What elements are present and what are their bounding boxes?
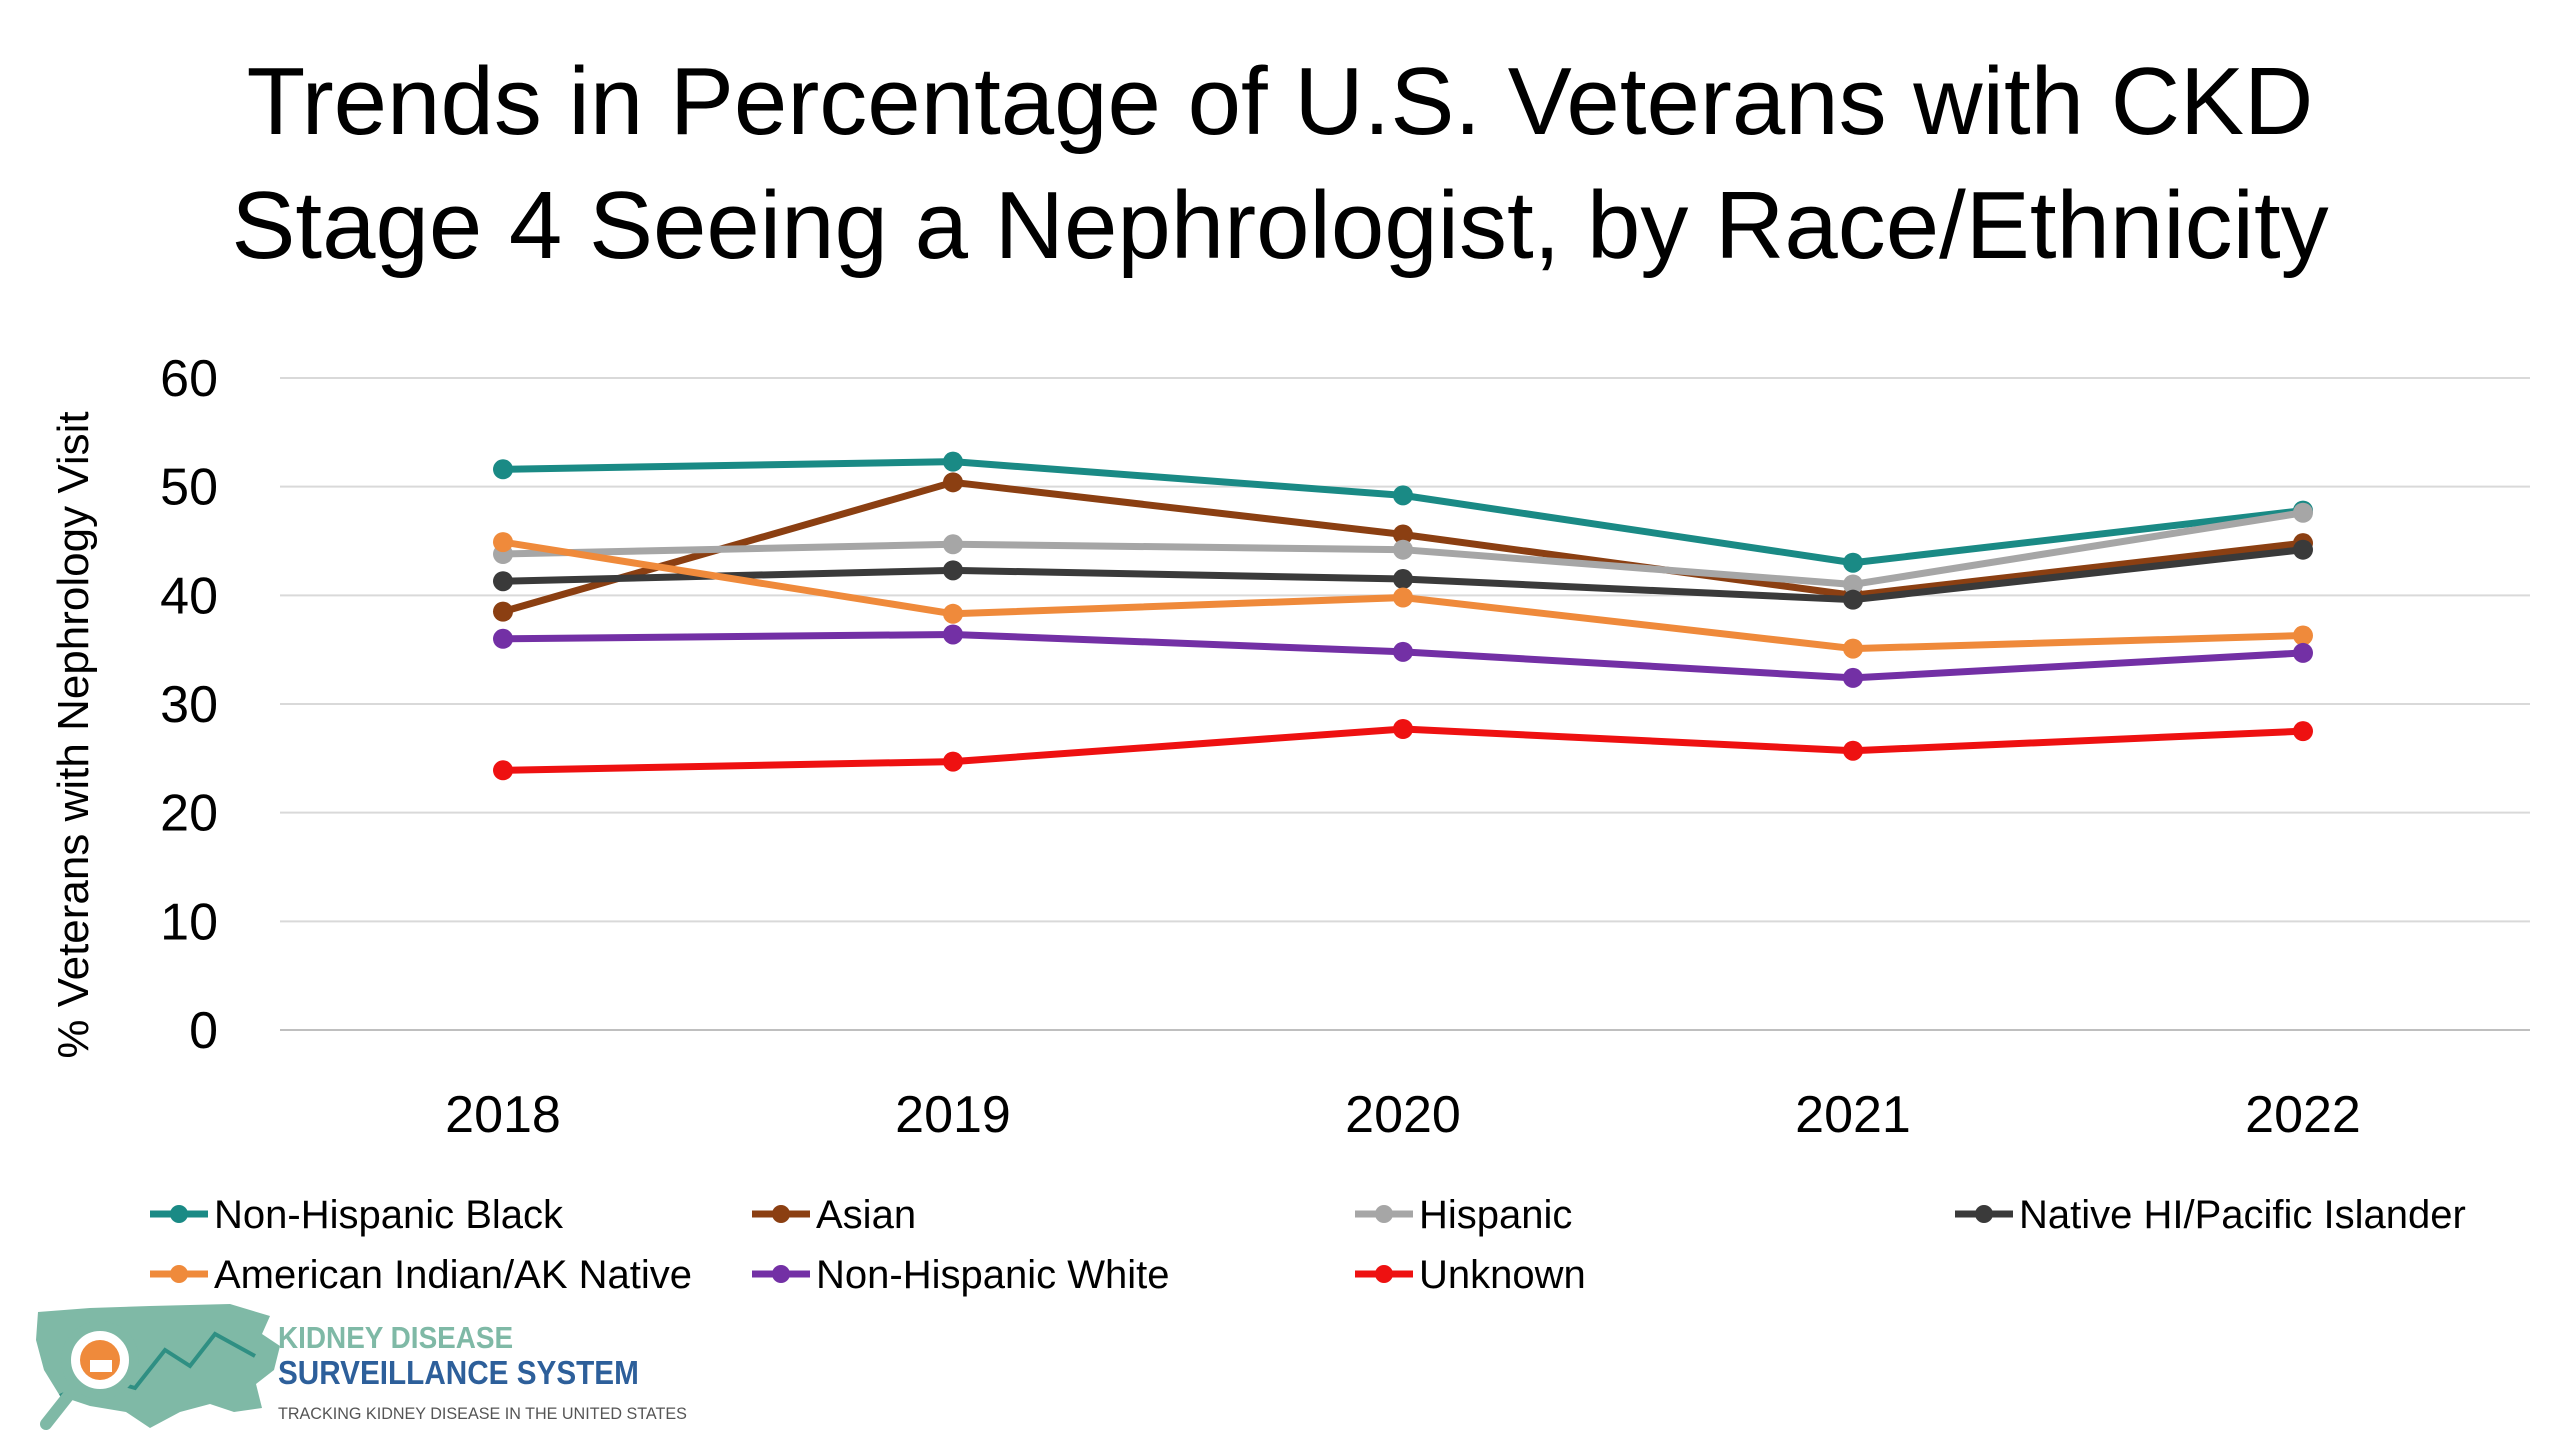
kdss-logo: KIDNEY DISEASE SURVEILLANCE SYSTEM TRACK… [30,1300,730,1440]
x-tick-label: 2021 [1795,1086,1911,1144]
y-tick-label: 40 [160,567,218,625]
data-point [1393,718,1413,739]
legend-item: Native HI/Pacific Islander [1955,1193,2466,1237]
series-native-hi-pacific-islander [493,539,2313,610]
y-tick-label: 50 [160,459,218,517]
kdss-logo-graphic [36,1304,280,1430]
y-axis-ticks: 0 10 20 30 40 50 60 [160,350,218,1060]
data-point [2293,539,2313,560]
chart-title-line-1: Trends in Percentage of U.S. Veterans wi… [246,48,2314,155]
logo-line-1: KIDNEY DISEASE [278,1320,514,1355]
logo-line-2: SURVEILLANCE SYSTEM [278,1354,639,1391]
data-point [1843,740,1863,761]
data-point [1843,574,1863,595]
data-point [1393,641,1413,662]
y-tick-label: 60 [160,350,218,408]
data-point [1843,552,1863,573]
x-tick-label: 2018 [445,1086,561,1144]
logo-tagline: TRACKING KIDNEY DISEASE IN THE UNITED ST… [278,1404,687,1423]
data-point [943,534,963,555]
legend-item: Unknown [1355,1253,1586,1297]
x-tick-label: 2019 [895,1086,1011,1144]
data-point [1843,667,1863,688]
legend-label: Hispanic [1419,1193,1572,1237]
series-lines [493,451,2313,781]
legend-label: Asian [816,1193,916,1237]
data-point [943,751,963,772]
series-non-hispanic-white [493,624,2313,688]
data-point [943,472,963,493]
legend-item: Non-Hispanic White [752,1253,1169,1297]
data-point [2293,625,2313,646]
data-point [2293,642,2313,663]
data-point [1843,589,1863,610]
legend-swatch-marker [170,1265,188,1283]
series-unknown [493,718,2313,781]
data-point [943,451,963,472]
y-tick-label: 30 [160,676,218,734]
data-point [493,532,513,553]
legend-label: Non-Hispanic White [816,1253,1169,1297]
data-point [1393,524,1413,545]
data-point [2293,502,2313,523]
data-point [943,603,963,624]
data-point [493,571,513,592]
legend-swatch-marker [1375,1205,1393,1223]
series-american-indian-ak-native [493,532,2313,659]
data-point [2293,721,2313,742]
x-axis-ticks: 2018 2019 2020 2021 2022 [445,1086,2361,1144]
chart-title: Trends in Percentage of U.S. Veterans wi… [0,40,2560,288]
data-point [1393,485,1413,506]
data-point [493,601,513,622]
legend-label: Native HI/Pacific Islander [2019,1193,2466,1237]
legend-label: American Indian/AK Native [214,1253,692,1297]
data-point [943,624,963,645]
legend-label: Non-Hispanic Black [214,1193,564,1237]
data-point [493,459,513,480]
y-tick-label: 0 [189,1002,218,1060]
legend: Non-Hispanic Black Asian Hispanic Native HI… [150,1193,2466,1297]
legend-label: Unknown [1419,1253,1586,1297]
data-point [493,760,513,781]
legend-item: Asian [752,1193,916,1237]
chart-title-line-2: Stage 4 Seeing a Nephrologist, by Race/E… [231,172,2329,279]
data-point [1393,587,1413,608]
legend-swatch-marker [772,1265,790,1283]
legend-swatch-marker [1975,1205,1993,1223]
data-point [493,628,513,649]
y-axis-label: % Veterans with Nephrology Visit [49,411,98,1058]
legend-swatch-marker [772,1205,790,1223]
legend-swatch-marker [170,1205,188,1223]
legend-item: American Indian/AK Native [150,1253,692,1297]
legend-item: Non-Hispanic Black [150,1193,564,1237]
data-point [1393,569,1413,590]
x-tick-label: 2022 [2245,1086,2361,1144]
y-tick-label: 20 [160,785,218,843]
legend-item: Hispanic [1355,1193,1572,1237]
gridlines [280,377,2530,1031]
x-tick-label: 2020 [1345,1086,1461,1144]
data-point [1393,539,1413,560]
data-point [943,560,963,581]
legend-swatch-marker [1375,1265,1393,1283]
y-tick-label: 10 [160,893,218,951]
data-point [1843,638,1863,659]
